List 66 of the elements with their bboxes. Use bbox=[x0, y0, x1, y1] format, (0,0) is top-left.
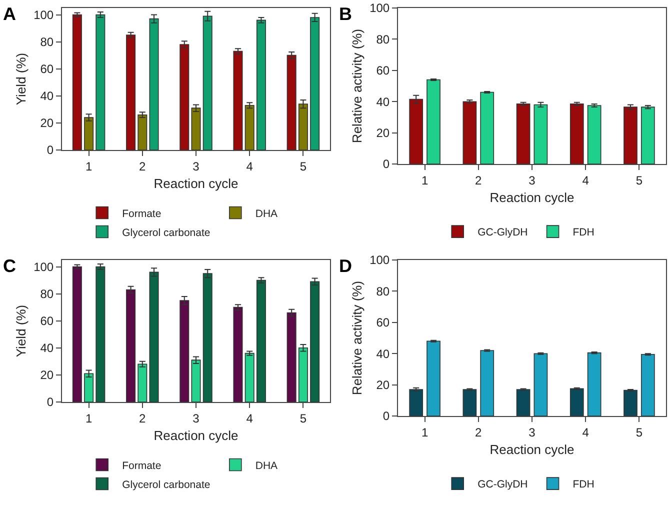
y-tick-label: 0 bbox=[46, 143, 54, 158]
y-tick-label: 0 bbox=[46, 395, 54, 410]
x-tick-label: 3 bbox=[192, 411, 200, 426]
y-tick-label: 60 bbox=[40, 62, 54, 76]
x-tick-label: 2 bbox=[139, 159, 146, 174]
legend-label: DHA bbox=[255, 460, 278, 472]
legend-label: Formate bbox=[122, 460, 162, 472]
y-tick-label: 20 bbox=[376, 126, 390, 140]
x-tick-label: 5 bbox=[300, 411, 307, 426]
y-tick-label: 60 bbox=[376, 316, 390, 330]
y-axis-title: Yield (%) bbox=[14, 304, 29, 358]
x-tick-label: 1 bbox=[421, 173, 428, 188]
y-tick-label: 40 bbox=[376, 94, 390, 109]
y-tick-label: 100 bbox=[34, 260, 54, 274]
x-tick-label: 2 bbox=[475, 173, 482, 188]
legend-label: Formate bbox=[122, 208, 162, 220]
y-tick-label: 40 bbox=[40, 341, 54, 356]
y-tick-label: 80 bbox=[376, 32, 390, 46]
y-tick-label: 0 bbox=[382, 409, 390, 424]
y-tick-label: 20 bbox=[40, 368, 54, 382]
legend-label: GC-GlyDH bbox=[478, 478, 528, 491]
x-axis-title: Reaction cycle bbox=[154, 428, 238, 443]
x-tick-label: 4 bbox=[582, 173, 590, 188]
y-tick-label: 80 bbox=[40, 287, 54, 302]
x-tick-label: 3 bbox=[192, 159, 200, 174]
x-tick-label: 5 bbox=[636, 425, 643, 440]
chart-title: A bbox=[3, 4, 16, 24]
legend-label: Glycerol carbonate bbox=[122, 478, 210, 491]
chart-title: C bbox=[3, 256, 16, 276]
x-tick-label: 3 bbox=[528, 425, 536, 440]
chart-title: D bbox=[339, 256, 352, 276]
legend-label: Glycerol carbonate bbox=[122, 226, 210, 239]
y-tick-label: 100 bbox=[34, 8, 54, 22]
x-tick-label: 3 bbox=[528, 173, 536, 188]
legend-label: FDH bbox=[572, 226, 594, 239]
y-tick-label: 40 bbox=[376, 346, 390, 361]
y-axis-title: Relative activity (%) bbox=[350, 28, 365, 144]
y-tick-label: 60 bbox=[40, 314, 54, 328]
x-tick-label: 4 bbox=[246, 411, 254, 426]
x-tick-label: 5 bbox=[636, 173, 643, 188]
x-tick-label: 1 bbox=[421, 425, 428, 440]
x-tick-label: 2 bbox=[139, 411, 146, 426]
x-tick-label: 5 bbox=[300, 159, 307, 174]
x-tick-label: 4 bbox=[582, 425, 590, 440]
y-axis-title: Relative activity (%) bbox=[350, 280, 365, 396]
x-axis-title: Reaction cycle bbox=[490, 442, 574, 457]
y-axis-title: Yield (%) bbox=[14, 52, 29, 106]
x-tick-label: 2 bbox=[475, 425, 482, 440]
x-axis-title: Reaction cycle bbox=[154, 176, 238, 191]
legend-label: FDH bbox=[572, 478, 594, 491]
y-tick-label: 100 bbox=[370, 253, 390, 268]
x-axis-title: Reaction cycle bbox=[490, 190, 574, 205]
legend-label: GC-GlyDH bbox=[478, 226, 528, 239]
x-tick-label: 4 bbox=[246, 159, 254, 174]
y-tick-label: 100 bbox=[370, 1, 390, 16]
y-tick-label: 20 bbox=[376, 378, 390, 392]
y-tick-label: 20 bbox=[40, 116, 54, 130]
x-tick-label: 1 bbox=[85, 159, 92, 174]
legend-label: DHA bbox=[255, 208, 278, 220]
y-tick-label: 80 bbox=[376, 284, 390, 298]
x-tick-label: 1 bbox=[85, 411, 92, 426]
y-tick-label: 40 bbox=[40, 89, 54, 104]
chart-title: B bbox=[339, 4, 352, 24]
y-tick-label: 0 bbox=[382, 157, 390, 172]
y-tick-label: 60 bbox=[376, 64, 390, 78]
y-tick-label: 80 bbox=[40, 35, 54, 50]
